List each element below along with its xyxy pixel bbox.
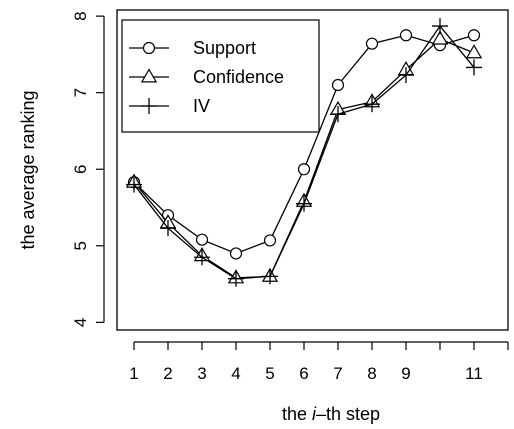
iv-point	[160, 220, 176, 237]
legend-label-support: Support	[193, 38, 256, 58]
x-tick-label: 9	[401, 364, 410, 383]
x-tick-label: 1	[129, 364, 138, 383]
iv-point	[126, 176, 142, 193]
support-point	[263, 234, 277, 247]
x-axis: 1 2 3 4 5 6 7 8 9 11	[129, 341, 509, 383]
support-point	[467, 29, 481, 42]
support-point	[399, 29, 413, 42]
x-tick-label: 5	[265, 364, 274, 383]
iv-point	[330, 106, 346, 123]
legend-label-confidence: Confidence	[193, 67, 284, 87]
y-tick-label: 6	[71, 165, 90, 174]
x-tick-label: 2	[163, 364, 172, 383]
x-tick-label: 11	[465, 364, 483, 383]
support-point	[229, 247, 243, 260]
x-axis-title-suffix: –th step	[316, 404, 380, 424]
iv-point	[466, 59, 482, 76]
iv-point	[432, 18, 448, 35]
y-tick-label: 7	[71, 88, 90, 97]
iv-point	[262, 268, 278, 285]
iv-point	[398, 67, 414, 84]
confidence-point	[465, 44, 483, 59]
legend-box	[121, 19, 320, 133]
support-point	[142, 41, 156, 55]
x-tick-label: 6	[299, 364, 308, 383]
series-iv	[126, 18, 482, 287]
x-tick-label: 8	[367, 364, 376, 383]
support-point	[195, 233, 209, 246]
iv-point	[228, 270, 244, 287]
confidence-point	[431, 30, 449, 45]
legend: Support Confidence IV	[121, 19, 320, 133]
x-tick-label: 7	[333, 364, 342, 383]
iv-point	[296, 195, 312, 212]
y-tick-label: 8	[71, 11, 90, 20]
x-axis-title-prefix: the	[282, 404, 312, 424]
series-layer	[125, 18, 483, 287]
support-point	[331, 78, 345, 92]
support-point	[297, 163, 311, 176]
x-tick-label: 4	[231, 364, 240, 383]
y-axis-title: the average ranking	[18, 90, 38, 249]
support-point	[365, 37, 379, 50]
x-axis-title: the i–th step	[282, 404, 380, 424]
plot-frame	[116, 9, 509, 331]
confidence-point	[140, 68, 158, 83]
x-axis-title-italic: i	[312, 404, 317, 424]
legend-label-iv: IV	[193, 96, 210, 116]
iv-point	[194, 249, 210, 266]
x-tick-label: 3	[197, 364, 206, 383]
y-tick-label: 4	[71, 318, 90, 327]
y-axis: 4 5 6 7 8	[71, 11, 105, 327]
iv-point	[141, 98, 157, 114]
iv-point	[364, 96, 380, 113]
y-tick-label: 5	[71, 241, 90, 250]
